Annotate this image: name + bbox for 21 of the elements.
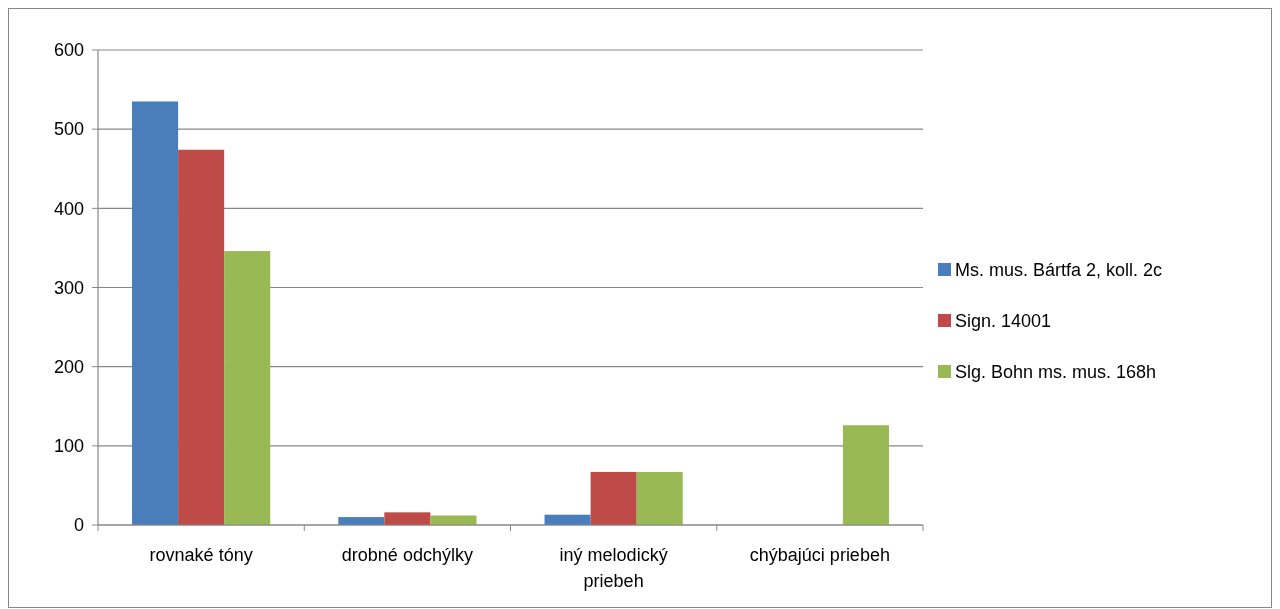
legend-label: Sign. 14001 (955, 311, 1052, 332)
x-tick-label: rovnaké tóny (149, 545, 253, 565)
bar (178, 149, 225, 525)
bar (132, 101, 179, 525)
y-tick-label: 600 (53, 40, 84, 61)
bar (384, 512, 431, 525)
y-tick-label: 500 (53, 119, 84, 140)
y-tick-label: 0 (73, 515, 84, 536)
legend-label: Slg. Bohn ms. mus. 168h (955, 362, 1157, 383)
x-tick-label: chýbajúci priebeh (749, 545, 890, 565)
y-tick-label: 400 (53, 198, 84, 219)
legend-label: Ms. mus. Bártfa 2, koll. 2c (955, 260, 1163, 281)
bar (224, 251, 271, 525)
y-tick-label: 100 (53, 436, 84, 457)
y-tick-label: 300 (53, 277, 84, 298)
bar (636, 471, 683, 525)
x-tick-label: drobné odchýlky (341, 545, 473, 565)
bar (590, 471, 637, 525)
y-tick-label: 200 (53, 356, 84, 377)
x-tick-label: iný melodický priebeh (559, 545, 668, 591)
bar (842, 425, 889, 525)
